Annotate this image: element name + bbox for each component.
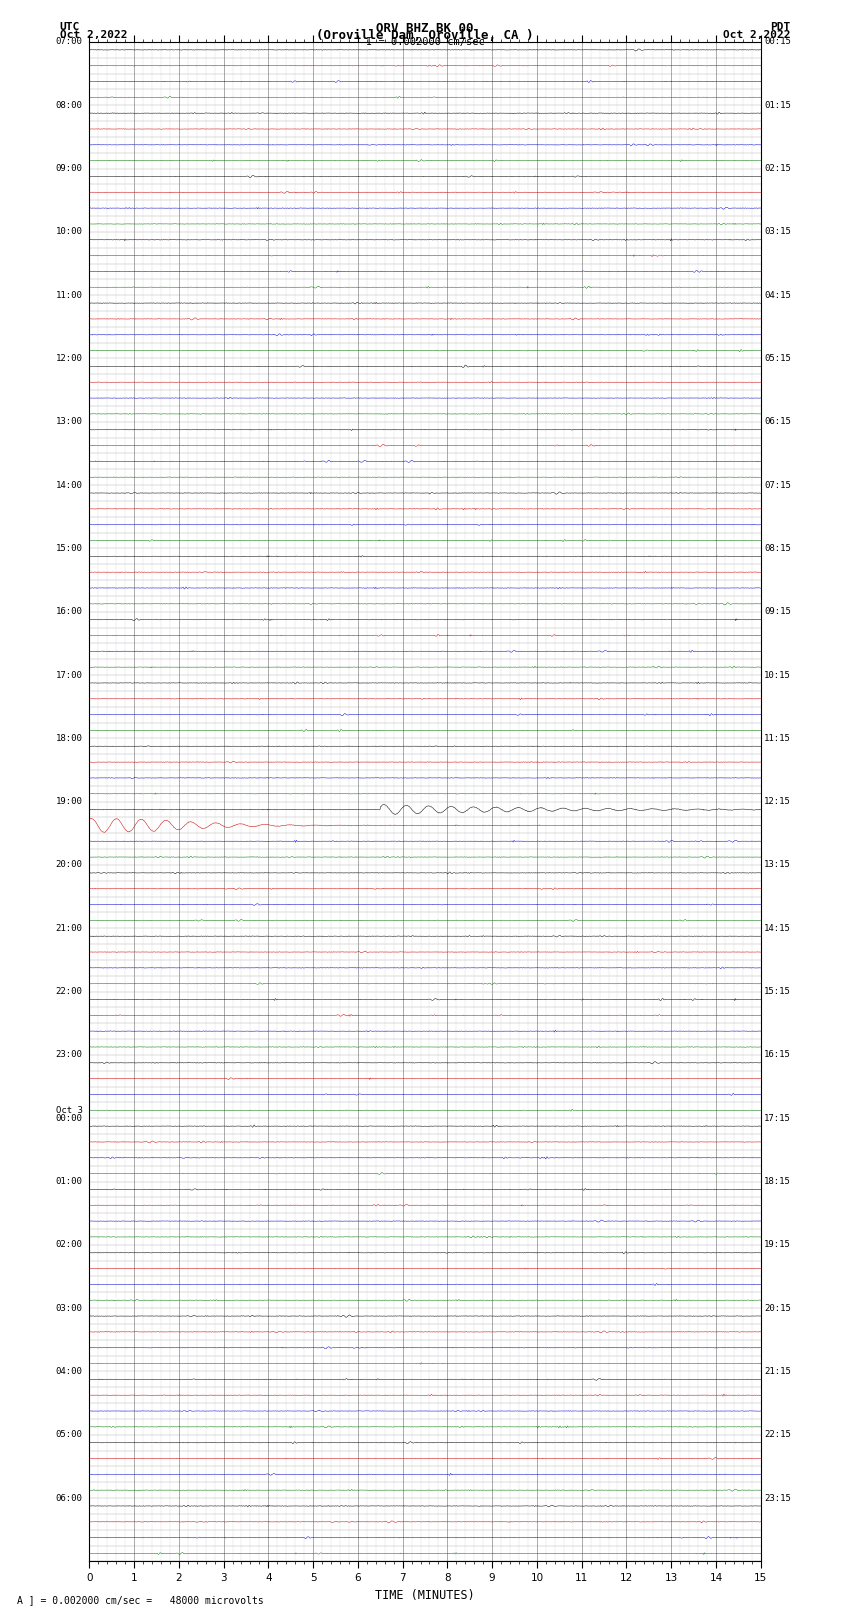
Text: PDT: PDT [770, 23, 790, 32]
Text: 16:15: 16:15 [764, 1050, 791, 1060]
Text: 06:15: 06:15 [764, 418, 791, 426]
Text: I = 0.002000 cm/sec: I = 0.002000 cm/sec [366, 37, 484, 47]
Text: Oct 3: Oct 3 [55, 1107, 82, 1115]
Text: 04:15: 04:15 [764, 290, 791, 300]
Text: 00:00: 00:00 [55, 1113, 82, 1123]
Text: 16:00: 16:00 [55, 606, 82, 616]
Text: 09:15: 09:15 [764, 606, 791, 616]
Text: 21:00: 21:00 [55, 924, 82, 932]
Text: 15:00: 15:00 [55, 544, 82, 553]
Text: 18:15: 18:15 [764, 1177, 791, 1186]
Text: 17:15: 17:15 [764, 1113, 791, 1123]
Text: 13:15: 13:15 [764, 860, 791, 869]
Text: (Oroville Dam, Oroville, CA ): (Oroville Dam, Oroville, CA ) [316, 29, 534, 42]
Text: 04:00: 04:00 [55, 1366, 82, 1376]
Text: 03:00: 03:00 [55, 1303, 82, 1313]
Text: 20:00: 20:00 [55, 860, 82, 869]
Text: 09:00: 09:00 [55, 165, 82, 173]
Text: 02:00: 02:00 [55, 1240, 82, 1250]
Text: Oct 2,2022: Oct 2,2022 [723, 31, 791, 40]
Text: 05:00: 05:00 [55, 1431, 82, 1439]
Text: 08:15: 08:15 [764, 544, 791, 553]
Text: 10:00: 10:00 [55, 227, 82, 237]
Text: 17:00: 17:00 [55, 671, 82, 679]
Text: 11:00: 11:00 [55, 290, 82, 300]
Text: 21:15: 21:15 [764, 1366, 791, 1376]
Text: 12:15: 12:15 [764, 797, 791, 806]
Text: 14:15: 14:15 [764, 924, 791, 932]
Text: 20:15: 20:15 [764, 1303, 791, 1313]
Text: 08:00: 08:00 [55, 100, 82, 110]
Text: A ] = 0.002000 cm/sec =   48000 microvolts: A ] = 0.002000 cm/sec = 48000 microvolts [17, 1595, 264, 1605]
X-axis label: TIME (MINUTES): TIME (MINUTES) [375, 1589, 475, 1602]
Text: 23:00: 23:00 [55, 1050, 82, 1060]
Text: 01:00: 01:00 [55, 1177, 82, 1186]
Text: 13:00: 13:00 [55, 418, 82, 426]
Text: 00:15: 00:15 [764, 37, 791, 47]
Text: 18:00: 18:00 [55, 734, 82, 744]
Text: 05:15: 05:15 [764, 353, 791, 363]
Text: 12:00: 12:00 [55, 353, 82, 363]
Text: 23:15: 23:15 [764, 1494, 791, 1503]
Text: 01:15: 01:15 [764, 100, 791, 110]
Text: 14:00: 14:00 [55, 481, 82, 490]
Text: UTC: UTC [60, 23, 80, 32]
Text: 22:15: 22:15 [764, 1431, 791, 1439]
Text: 10:15: 10:15 [764, 671, 791, 679]
Text: 11:15: 11:15 [764, 734, 791, 744]
Text: ORV BHZ BK 00: ORV BHZ BK 00 [377, 23, 473, 35]
Text: 02:15: 02:15 [764, 165, 791, 173]
Text: 03:15: 03:15 [764, 227, 791, 237]
Text: 07:15: 07:15 [764, 481, 791, 490]
Text: 22:00: 22:00 [55, 987, 82, 997]
Text: 06:00: 06:00 [55, 1494, 82, 1503]
Text: 15:15: 15:15 [764, 987, 791, 997]
Text: 19:00: 19:00 [55, 797, 82, 806]
Text: 07:00: 07:00 [55, 37, 82, 47]
Text: Oct 2,2022: Oct 2,2022 [60, 31, 127, 40]
Text: 19:15: 19:15 [764, 1240, 791, 1250]
